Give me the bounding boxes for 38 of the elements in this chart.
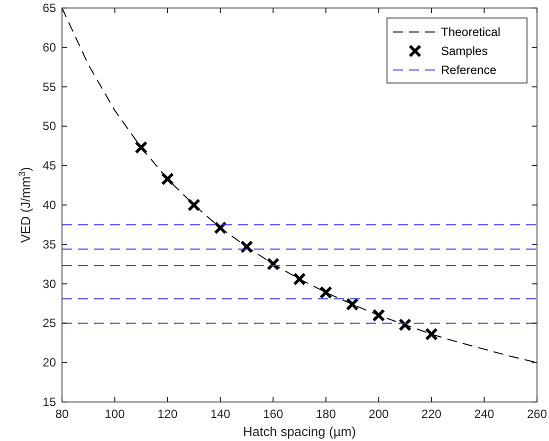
line-series: [62, 8, 538, 364]
point: [214, 221, 227, 234]
y-tick-label: 15: [42, 395, 56, 409]
legend-label: Reference: [441, 63, 497, 77]
x-tick-label: 80: [55, 407, 69, 421]
x-tick-label: 240: [474, 407, 495, 421]
y-tick-label: 65: [42, 1, 56, 15]
point: [346, 298, 359, 311]
point: [240, 240, 254, 254]
y-tick-label: 35: [42, 237, 56, 252]
legend-label: Theoretical: [441, 25, 500, 39]
y-tick-label: 50: [42, 119, 56, 134]
y-tick-label: 55: [42, 80, 56, 94]
legend-label: Samples: [441, 44, 488, 58]
x-tick-label: 200: [368, 407, 389, 421]
point: [293, 272, 306, 286]
point: [398, 318, 412, 332]
y-tick-label: 40: [42, 198, 56, 212]
y-tick-label: 45: [42, 158, 56, 173]
point: [319, 286, 332, 299]
point: [372, 308, 386, 322]
x-tick-label: 220: [421, 407, 442, 421]
x-tick-label: 160: [263, 407, 284, 421]
x-tick-label: 260: [526, 407, 548, 421]
x-tick-label: 180: [316, 407, 336, 421]
point: [187, 198, 200, 212]
y-tick-label: 60: [42, 40, 56, 54]
point: [134, 140, 148, 154]
point: [424, 328, 438, 341]
y-tick-label: 20: [42, 356, 56, 370]
y-tick-label: 30: [42, 276, 56, 291]
x-tick-label: 120: [158, 407, 178, 421]
x-tick-label: 140: [210, 407, 231, 421]
point: [161, 172, 174, 186]
x-axis-title: Hatch spacing (µm): [243, 424, 356, 439]
point: [266, 258, 280, 271]
x-tick-label: 100: [104, 407, 126, 421]
y-tick-label: 25: [42, 316, 56, 330]
